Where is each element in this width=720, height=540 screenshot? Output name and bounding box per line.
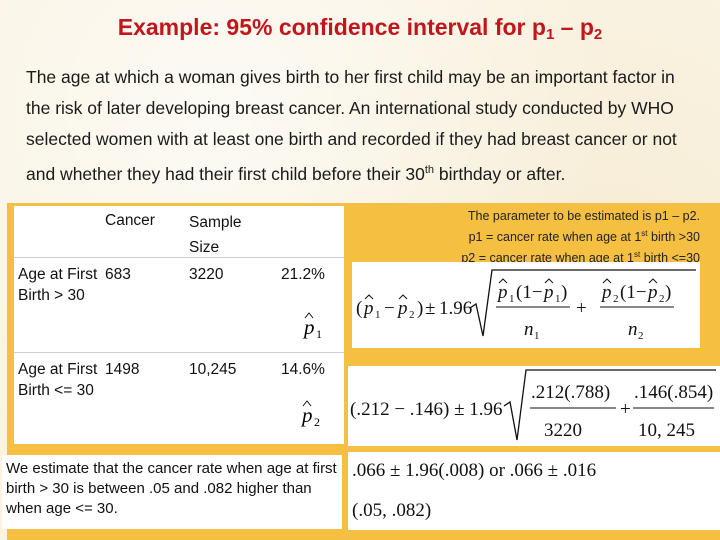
svg-text:p: p <box>302 315 315 339</box>
result-interval: (.05, .082) <box>352 500 431 521</box>
svg-text:1.96: 1.96 <box>439 298 472 319</box>
svg-text:1: 1 <box>375 309 381 321</box>
parameter-line-3: p2 = cancer rate when age at 1st birth <… <box>461 250 700 266</box>
svg-text:(.212 − .146) ± 1.96: (.212 − .146) ± 1.96 <box>350 399 503 420</box>
row-label-under-30: Age at First Birth <= 30 <box>18 361 98 399</box>
result-box: .066 ± 1.96(.008) or .066 ± .016 (.05, .… <box>348 452 720 530</box>
svg-text:2: 2 <box>314 415 320 429</box>
svg-text:): ) <box>665 282 671 303</box>
svg-text:1: 1 <box>509 293 515 305</box>
svg-text:p: p <box>600 282 612 303</box>
rate-under-30: 14.6% <box>281 361 325 378</box>
parameter-line-1: The parameter to be estimated is p1 – p2… <box>467 209 700 223</box>
svg-text:n: n <box>628 319 638 340</box>
p1-hat-symbol: p 1 <box>302 312 322 341</box>
svg-text:2: 2 <box>409 309 415 321</box>
rate-over-30: 21.2% <box>281 266 325 283</box>
data-table: Cancer Sample Size Age at First Birth > … <box>14 206 344 444</box>
row-label-over-30: Age at First Birth > 30 <box>18 266 98 304</box>
parameter-description: The parameter to be estimated is p1 – p2… <box>350 208 700 267</box>
svg-text:−: − <box>384 298 395 319</box>
svg-text:(1−: (1− <box>516 282 543 303</box>
intro-paragraph: The age at which a woman gives birth to … <box>26 67 677 184</box>
svg-text:p: p <box>496 282 508 303</box>
svg-text:): ) <box>561 282 567 303</box>
svg-text:p: p <box>362 298 374 319</box>
svg-text:1: 1 <box>534 330 540 342</box>
header-cancer: Cancer <box>105 212 155 229</box>
header-sample-size: Sample Size <box>189 214 242 256</box>
svg-text:3220: 3220 <box>544 420 582 441</box>
svg-text:2: 2 <box>659 293 665 305</box>
svg-text:n: n <box>524 319 534 340</box>
svg-text:p: p <box>396 298 408 319</box>
svg-text:(1−: (1− <box>620 282 647 303</box>
svg-text:1: 1 <box>555 293 561 305</box>
cancer-count-under-30: 1498 <box>105 361 140 378</box>
p2-hat-symbol: p 2 <box>300 400 320 429</box>
svg-text:2: 2 <box>638 330 644 342</box>
svg-text:10, 245: 10, 245 <box>638 420 695 441</box>
svg-text:p: p <box>542 282 554 303</box>
result-estimate: .066 ± 1.96(.008) or .066 ± .016 <box>352 460 596 481</box>
general-formula: ( p 1 − p 2 ) ± 1.96 p 1 (1− p 1 ) n 1 + <box>352 262 700 348</box>
conclusion-text: We estimate that the cancer rate when ag… <box>2 455 342 529</box>
parameter-line-2: p1 = cancer rate when age at 1st birth >… <box>468 229 700 245</box>
svg-text:p: p <box>646 282 658 303</box>
slide-title: Example: 95% confidence interval for p1 … <box>117 14 603 43</box>
svg-text:1: 1 <box>316 327 322 341</box>
cancer-count-over-30: 683 <box>105 266 131 283</box>
svg-text:.146(.854): .146(.854) <box>634 382 713 403</box>
row-divider <box>14 352 344 353</box>
svg-text:2: 2 <box>613 293 619 305</box>
svg-text:+: + <box>576 298 587 319</box>
row-divider <box>14 257 344 258</box>
svg-text:): ) <box>417 298 423 319</box>
sample-size-over-30: 3220 <box>189 266 224 283</box>
svg-text:(: ( <box>356 298 362 319</box>
svg-text:.212(.788): .212(.788) <box>531 382 610 403</box>
plugged-formula: (.212 − .146) ± 1.96 .212(.788) 3220 + .… <box>348 366 720 446</box>
svg-text:+: + <box>620 399 631 420</box>
svg-text:±: ± <box>425 298 435 319</box>
sample-size-under-30: 10,245 <box>189 361 237 378</box>
svg-text:p: p <box>300 403 313 427</box>
